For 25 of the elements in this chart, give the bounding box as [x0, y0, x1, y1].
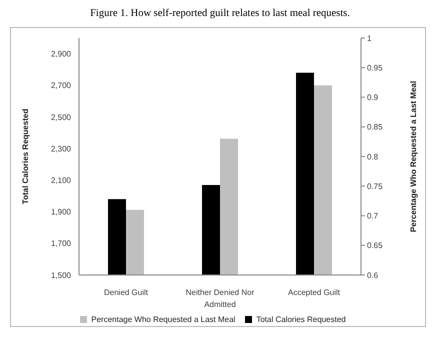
y2-tick-label: 1	[367, 34, 372, 43]
y-tick-label: 2,100	[50, 176, 72, 186]
y-tick-label: 2,700	[50, 81, 72, 90]
y2-tick-label: 0.9	[367, 93, 379, 102]
x-tick-label: Denied Guilt	[104, 288, 149, 297]
y2-tick-label: 0.6	[367, 270, 379, 280]
y-axis-title: Total Calories Requested	[20, 108, 30, 204]
y-tick-label: 1,700	[50, 239, 72, 248]
y2-tick-label: 0.65	[367, 241, 384, 250]
y2-tick-label: 0.75	[367, 182, 384, 191]
y-tick-label: 1,900	[50, 208, 72, 217]
y-tick-label: 2,500	[50, 112, 72, 122]
legend-label: Percentage Who Requested a Last Meal	[91, 315, 236, 324]
chart-title: Figure 1. How self-reported guilt relates to last meal requests.	[89, 8, 351, 19]
y-tick-label: 2,900	[50, 50, 72, 59]
x-tick-label: Accepted Guilt	[288, 288, 341, 297]
y2-tick-label: 0.8	[367, 152, 379, 162]
y-tick-label: 2,300	[50, 144, 72, 154]
y2-tick-label: 0.95	[367, 63, 384, 72]
legend-label: Total Calories Requested	[256, 315, 346, 324]
x-tick-label: Neither Denied Nor Admitted	[186, 288, 255, 309]
y2-tick-label: 0.7	[367, 212, 379, 221]
y2-axis-title: Percentage Who Requested a Last Meal	[408, 80, 418, 232]
y-tick-label: 1,500	[50, 270, 72, 280]
y2-tick-label: 0.85	[367, 122, 384, 132]
